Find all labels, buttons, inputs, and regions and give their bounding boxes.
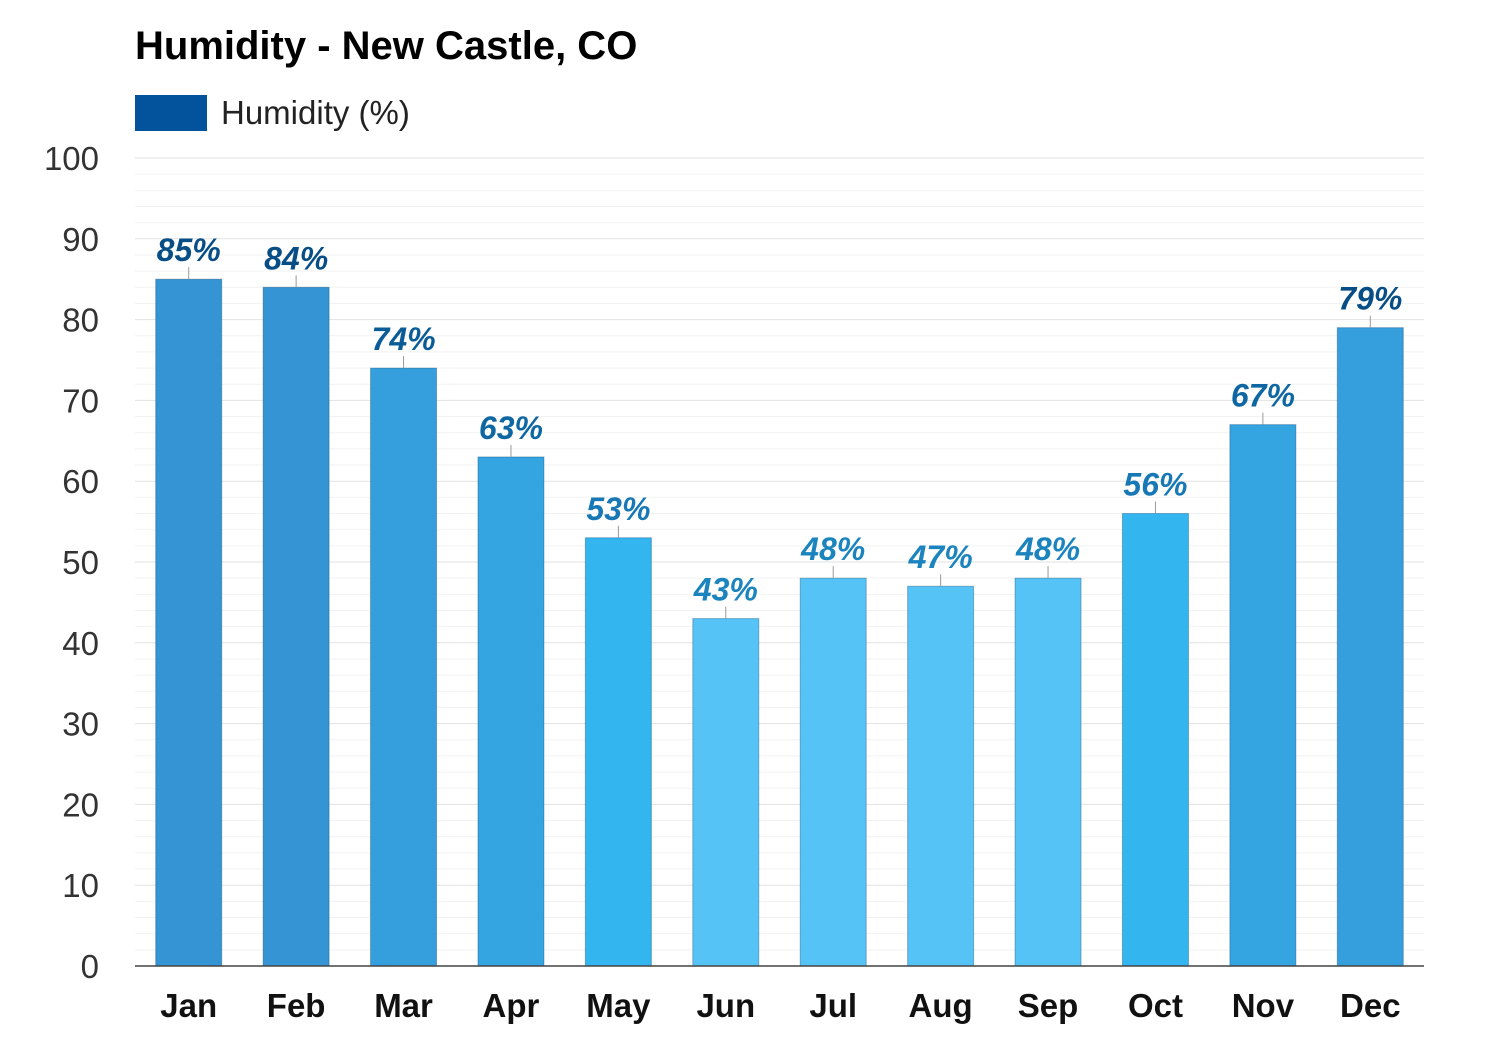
data-label: 79%	[1338, 281, 1402, 317]
bar	[1014, 577, 1082, 967]
bar-group: 48% Jul	[799, 531, 867, 1024]
x-tick-label: Dec	[1340, 987, 1401, 1024]
bar-group: 53% May	[584, 491, 652, 1024]
y-tick-label: 0	[81, 948, 99, 985]
data-label: 56%	[1123, 467, 1187, 503]
x-tick-label: Jun	[696, 987, 755, 1024]
bar	[907, 585, 975, 967]
x-tick-label: Mar	[374, 987, 433, 1024]
bar	[370, 367, 438, 967]
data-label: 74%	[372, 321, 436, 357]
bar	[1336, 327, 1404, 967]
y-tick-label: 20	[62, 786, 99, 823]
x-tick-label: Aug	[909, 987, 973, 1024]
legend-swatch	[135, 95, 207, 131]
bar-group: 79% Dec	[1336, 281, 1404, 1024]
y-tick-label: 60	[62, 463, 99, 500]
bar	[155, 278, 223, 967]
y-tick-label: 70	[62, 382, 99, 419]
bar-group: 74% Mar	[370, 321, 438, 1024]
chart-title: Humidity - New Castle, CO	[135, 24, 638, 68]
data-label: 53%	[586, 491, 650, 527]
data-label: 67%	[1231, 378, 1295, 414]
x-tick-label: Apr	[483, 987, 540, 1024]
bar-group: 63% Apr	[477, 410, 545, 1024]
bar	[1121, 513, 1189, 967]
bar-group: 67% Nov	[1229, 378, 1297, 1024]
data-label: 63%	[479, 410, 543, 446]
bar-group: 56% Oct	[1121, 467, 1189, 1024]
data-label: 84%	[264, 240, 328, 276]
x-tick-label: Oct	[1128, 987, 1183, 1024]
data-label: 47%	[908, 539, 973, 575]
bar-group: 84% Feb	[262, 240, 330, 1024]
bar	[692, 618, 760, 967]
bar	[262, 286, 330, 967]
x-tick-label: Feb	[267, 987, 326, 1024]
legend: Humidity (%)	[135, 94, 410, 131]
bar	[1229, 424, 1297, 967]
y-tick-label: 80	[62, 302, 99, 339]
x-tick-label: Sep	[1018, 987, 1079, 1024]
legend-label: Humidity (%)	[221, 94, 410, 131]
y-tick-label: 90	[62, 221, 99, 258]
x-tick-label: Jan	[160, 987, 217, 1024]
bar-group: 47% Aug	[907, 539, 975, 1024]
data-label: 48%	[1015, 531, 1080, 567]
data-label: 85%	[157, 232, 221, 268]
x-tick-label: Jul	[809, 987, 857, 1024]
bar	[584, 537, 652, 967]
y-tick-label: 40	[62, 625, 99, 662]
bar-group: 43% Jun	[692, 572, 760, 1024]
y-tick-label: 100	[44, 140, 99, 177]
bar-group: 85% Jan	[155, 232, 223, 1024]
bar-group: 48% Sep	[1014, 531, 1082, 1024]
x-tick-label: Nov	[1232, 987, 1295, 1024]
bar	[799, 577, 867, 967]
y-tick-label: 10	[62, 867, 99, 904]
data-label: 43%	[693, 572, 758, 608]
data-label: 48%	[800, 531, 865, 567]
y-tick-label: 50	[62, 544, 99, 581]
y-tick-label: 30	[62, 706, 99, 743]
x-tick-label: May	[586, 987, 651, 1024]
bar	[477, 456, 545, 967]
